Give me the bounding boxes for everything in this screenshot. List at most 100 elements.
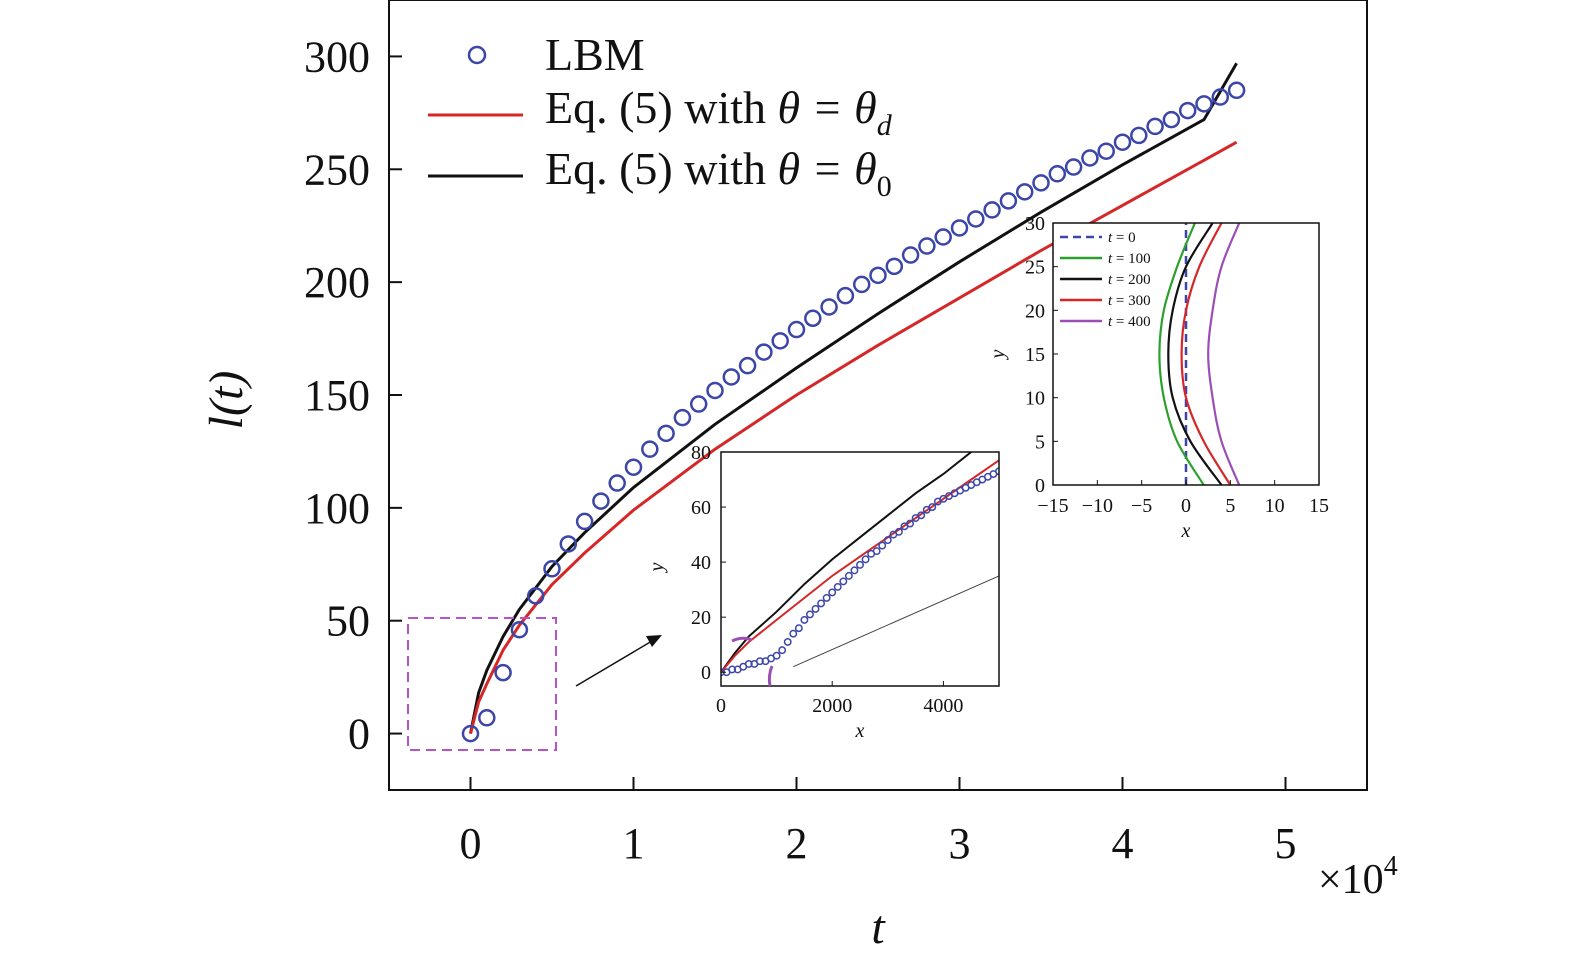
main-plot-area bbox=[461, 62, 1246, 743]
inset-legend-label: t = 300 bbox=[1108, 293, 1151, 309]
inset-zoom-data-point bbox=[928, 503, 937, 512]
inset-zoom-cut-mark-left bbox=[731, 636, 753, 643]
inset-zoom-line bbox=[721, 459, 999, 673]
lbm-data-point bbox=[1195, 95, 1213, 113]
inset-shape-x-tick-label: −5 bbox=[1131, 495, 1152, 517]
inset-zoom-data-point bbox=[872, 547, 881, 556]
inset-shape-plot-area bbox=[1158, 222, 1241, 486]
inset-zoom-data-point bbox=[844, 571, 853, 580]
main-y-tick-label: 300 bbox=[304, 32, 370, 81]
legend-marker-lbm bbox=[467, 45, 487, 65]
inset-zoom-y-tick-label: 0 bbox=[701, 662, 711, 684]
inset-zoom-cut-mark-right bbox=[767, 665, 774, 687]
legend-label-theta-0: Eq. (5) with θ = θ0 bbox=[545, 143, 892, 203]
lbm-data-point bbox=[657, 424, 675, 443]
inset-zoom-data-point bbox=[772, 651, 781, 660]
main-y-axis-title: l(t) bbox=[200, 371, 253, 430]
inset-zoom-data-point bbox=[789, 629, 798, 638]
main-x-tick-label: 3 bbox=[949, 819, 971, 868]
inset-zoom-y-tick-label: 80 bbox=[691, 442, 711, 464]
lbm-data-point bbox=[918, 237, 936, 255]
inset-zoom-plot-area bbox=[721, 452, 999, 677]
lbm-data-point bbox=[673, 408, 692, 427]
interface-curve bbox=[1180, 222, 1232, 486]
inset-zoom-data-point bbox=[833, 582, 842, 591]
lbm-data-point bbox=[901, 246, 920, 264]
inset-shape-x-tick-label: −15 bbox=[1037, 495, 1068, 517]
lbm-data-point bbox=[641, 440, 659, 458]
inset-zoom-ticks: 0 2000 4000 0 20 40 60 80 bbox=[691, 442, 963, 717]
lbm-data-point bbox=[1032, 174, 1050, 192]
lbm-data-point bbox=[771, 332, 789, 350]
lbm-data-point bbox=[1178, 101, 1197, 120]
inset-zoom-background bbox=[721, 452, 999, 686]
inset-zoom-data-point bbox=[856, 560, 864, 569]
zoom-arrow-head bbox=[646, 635, 662, 647]
inset-zoom-data-point bbox=[906, 519, 914, 528]
lbm-data-point bbox=[1146, 117, 1164, 136]
inset-zoom-x-tick-label: 2000 bbox=[812, 695, 852, 717]
lbm-data-point bbox=[1081, 149, 1099, 167]
lbm-data-point bbox=[722, 368, 741, 386]
x-axis-multiplier: ×104 bbox=[1318, 851, 1398, 903]
inset-zoom-data-point bbox=[894, 527, 903, 536]
inset-zoom-y-tick-label: 40 bbox=[691, 552, 711, 574]
inset-shape-x-tick-label: 15 bbox=[1309, 495, 1329, 517]
lbm-data-point bbox=[461, 724, 480, 743]
inset-zoom-data-point bbox=[800, 615, 809, 624]
inset-zoom-x-title: x bbox=[855, 720, 865, 742]
interface-curve bbox=[1207, 222, 1241, 486]
lbm-data-point bbox=[1130, 126, 1148, 145]
inset-zoom-x-tick-label: 0 bbox=[716, 695, 726, 717]
inset-shape-x-tick-label: −10 bbox=[1082, 495, 1113, 517]
lbm-data-point bbox=[852, 275, 871, 294]
lbm-data-point bbox=[1162, 110, 1181, 129]
inset-zoom-data-point bbox=[883, 536, 892, 545]
inset-zoom-data-point bbox=[794, 624, 803, 633]
main-y-tick-label: 200 bbox=[304, 258, 370, 307]
inset-zoom-data-point bbox=[917, 511, 926, 520]
legend-label-theta-d: Eq. (5) with θ = θd bbox=[545, 82, 893, 142]
main-x-tick-label: 1 bbox=[623, 819, 645, 868]
lbm-data-point bbox=[804, 309, 822, 328]
inset-zoom-y-title: y bbox=[646, 562, 668, 573]
lbm-data-point bbox=[543, 560, 561, 578]
inset-zoom-data-point bbox=[828, 588, 837, 597]
lbm-data-point bbox=[592, 492, 610, 510]
inset-zoom-series bbox=[721, 452, 999, 677]
inset-shape-x-title: x bbox=[1181, 520, 1191, 542]
inset-shape-ticks: −15 −10 −5 0 5 10 15 0 5 10 15 20 25 30 bbox=[1025, 213, 1329, 517]
inset-zoom-data-point bbox=[861, 555, 870, 564]
lbm-data-point bbox=[1113, 133, 1132, 151]
lbm-data-point bbox=[608, 474, 626, 492]
main-x-tick-label: 0 bbox=[460, 819, 482, 868]
inset-shape-y-tick-label: 10 bbox=[1025, 388, 1045, 410]
main-x-axis-title: t bbox=[871, 901, 886, 954]
lbm-data-point bbox=[967, 210, 985, 228]
main-x-tick-label: 2 bbox=[786, 819, 808, 868]
main-y-tick-label: 100 bbox=[304, 484, 370, 533]
inset-shape-y-tick-label: 20 bbox=[1025, 300, 1045, 322]
inset-zoom-data-point bbox=[806, 610, 814, 619]
lbm-data-point bbox=[1064, 158, 1083, 176]
interface-curve bbox=[1158, 222, 1205, 486]
main-legend: LBM Eq. (5) with θ = θd Eq. (5) with θ =… bbox=[428, 29, 893, 203]
lbm-data-point bbox=[950, 219, 969, 237]
inset-zoom-data-point bbox=[878, 541, 887, 550]
lbm-data-point bbox=[983, 201, 1001, 219]
inset-shape-y-tick-label: 15 bbox=[1025, 344, 1045, 366]
inset-zoom-data-point bbox=[817, 599, 826, 608]
inset-legend-label: t = 0 bbox=[1108, 230, 1136, 246]
inset-zoom-data-point bbox=[822, 593, 831, 602]
lbm-data-point bbox=[1211, 88, 1230, 106]
lbm-data-point bbox=[706, 381, 724, 400]
lbm-data-point bbox=[738, 356, 757, 375]
lbm-data-point bbox=[820, 298, 838, 316]
lbm-data-point bbox=[755, 343, 773, 361]
main-y-tick-label: 50 bbox=[326, 597, 370, 646]
inset-zoom-line bbox=[793, 575, 999, 668]
inset-shape-y-tick-label: 5 bbox=[1035, 431, 1045, 453]
inset-zoom-y-tick-label: 60 bbox=[691, 497, 711, 519]
inset-zoom-data-point bbox=[839, 577, 848, 586]
inset-shape-y-tick-label: 25 bbox=[1025, 257, 1045, 279]
